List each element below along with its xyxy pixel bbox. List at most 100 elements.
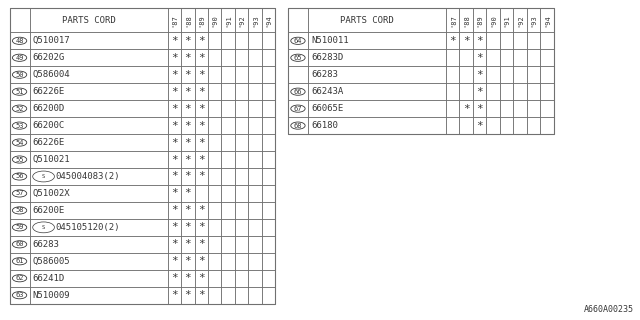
Text: *: * <box>184 205 191 215</box>
Text: *: * <box>171 290 178 300</box>
Bar <box>288 8 554 134</box>
Bar <box>195 236 208 253</box>
Text: '87: '87 <box>172 14 177 27</box>
Text: *: * <box>171 104 178 114</box>
Text: 66241D: 66241D <box>33 274 65 283</box>
Text: *: * <box>184 188 191 198</box>
Bar <box>527 117 540 134</box>
Bar <box>308 83 446 100</box>
Bar <box>486 100 500 117</box>
Bar <box>181 287 195 304</box>
Bar <box>181 202 195 219</box>
Bar <box>460 49 473 66</box>
Bar <box>208 236 221 253</box>
Text: '88: '88 <box>463 14 469 27</box>
Bar <box>195 253 208 270</box>
Bar <box>195 83 208 100</box>
Text: Q51002X: Q51002X <box>33 189 70 198</box>
Bar <box>195 66 208 83</box>
Text: *: * <box>198 70 205 80</box>
Bar <box>221 83 235 100</box>
Text: *: * <box>171 172 178 181</box>
Bar <box>446 100 460 117</box>
Text: *: * <box>476 121 483 131</box>
Bar <box>221 287 235 304</box>
Bar <box>208 151 221 168</box>
Text: 54: 54 <box>15 140 24 146</box>
Bar <box>460 83 473 100</box>
Bar <box>446 32 460 49</box>
Text: N510009: N510009 <box>33 291 70 300</box>
Bar <box>235 168 248 185</box>
Text: 66283: 66283 <box>311 70 338 79</box>
Text: *: * <box>198 290 205 300</box>
Bar <box>181 49 195 66</box>
Bar <box>262 219 275 236</box>
Bar <box>248 168 262 185</box>
Text: *: * <box>171 273 178 283</box>
Bar <box>540 66 554 83</box>
Text: 48: 48 <box>15 38 24 44</box>
Bar <box>195 100 208 117</box>
Bar <box>168 117 181 134</box>
Text: Q510017: Q510017 <box>33 36 70 45</box>
Text: 66243A: 66243A <box>311 87 344 96</box>
Bar <box>500 49 513 66</box>
Bar <box>221 66 235 83</box>
Bar <box>513 117 527 134</box>
Bar <box>10 100 29 117</box>
Bar <box>29 66 168 83</box>
Bar <box>181 151 195 168</box>
Text: Q510021: Q510021 <box>33 155 70 164</box>
Text: *: * <box>171 188 178 198</box>
Bar <box>262 66 275 83</box>
Text: 64: 64 <box>294 38 302 44</box>
Bar <box>262 32 275 49</box>
Bar <box>181 185 195 202</box>
Bar <box>221 270 235 287</box>
Text: '92: '92 <box>517 14 523 27</box>
Bar <box>195 270 208 287</box>
Text: *: * <box>184 104 191 114</box>
Bar <box>486 83 500 100</box>
Bar <box>235 236 248 253</box>
Text: 66065E: 66065E <box>311 104 344 113</box>
Bar <box>29 287 168 304</box>
Text: '88: '88 <box>185 14 191 27</box>
Text: S: S <box>42 225 45 230</box>
Bar <box>248 117 262 134</box>
Bar <box>29 151 168 168</box>
Text: *: * <box>184 138 191 148</box>
Text: *: * <box>184 239 191 249</box>
Text: *: * <box>184 70 191 80</box>
Text: '87: '87 <box>450 14 456 27</box>
Bar <box>221 134 235 151</box>
Bar <box>235 117 248 134</box>
Bar <box>221 151 235 168</box>
Bar <box>248 66 262 83</box>
Bar <box>195 151 208 168</box>
Bar <box>473 49 486 66</box>
Text: '91: '91 <box>504 14 509 27</box>
Text: '91: '91 <box>225 14 231 27</box>
Text: A660A00235: A660A00235 <box>584 305 634 314</box>
Bar <box>168 287 181 304</box>
Bar <box>181 8 195 32</box>
Text: 55: 55 <box>15 156 24 163</box>
Bar <box>208 100 221 117</box>
Text: 50: 50 <box>15 72 24 78</box>
Bar <box>486 32 500 49</box>
Text: 62: 62 <box>15 275 24 281</box>
Bar <box>168 134 181 151</box>
Bar <box>10 117 29 134</box>
Bar <box>221 185 235 202</box>
Bar <box>208 134 221 151</box>
Bar <box>168 270 181 287</box>
Text: 66200E: 66200E <box>33 206 65 215</box>
Text: '94: '94 <box>266 14 271 27</box>
Text: *: * <box>198 256 205 266</box>
Text: 66226E: 66226E <box>33 87 65 96</box>
Bar <box>208 185 221 202</box>
Bar <box>181 236 195 253</box>
Bar <box>235 100 248 117</box>
